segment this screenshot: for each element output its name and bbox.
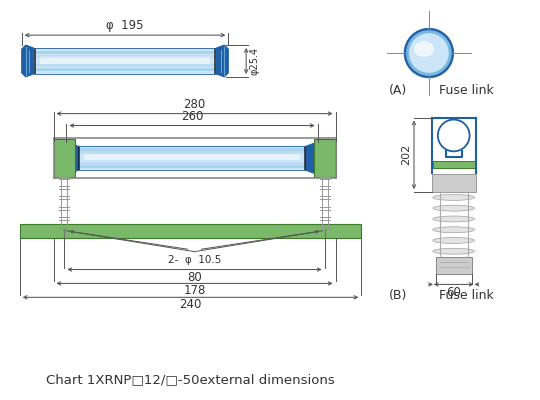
- Text: 240: 240: [179, 298, 202, 311]
- Polygon shape: [78, 146, 80, 170]
- Bar: [20, 224, 361, 238]
- Polygon shape: [217, 45, 228, 77]
- Text: (A): (A): [389, 84, 407, 97]
- Ellipse shape: [433, 216, 475, 222]
- Polygon shape: [33, 48, 217, 74]
- Polygon shape: [78, 146, 306, 170]
- Text: 178: 178: [184, 284, 206, 298]
- Polygon shape: [78, 165, 306, 168]
- Polygon shape: [306, 143, 318, 173]
- Text: 80: 80: [187, 270, 202, 284]
- Text: 260: 260: [181, 110, 203, 122]
- Bar: [53, 140, 76, 177]
- Text: (B): (B): [389, 289, 408, 302]
- Polygon shape: [66, 143, 78, 173]
- Bar: [432, 174, 476, 192]
- Polygon shape: [78, 148, 306, 151]
- Polygon shape: [39, 56, 211, 64]
- Polygon shape: [214, 48, 217, 74]
- Ellipse shape: [433, 205, 475, 211]
- Polygon shape: [22, 45, 33, 77]
- Ellipse shape: [406, 30, 452, 76]
- Polygon shape: [304, 146, 306, 170]
- Ellipse shape: [433, 227, 475, 233]
- Text: Fuse link: Fuse link: [439, 84, 494, 97]
- Text: 60: 60: [446, 286, 461, 299]
- Bar: [436, 257, 471, 274]
- Text: Fuse link: Fuse link: [439, 289, 494, 302]
- Ellipse shape: [433, 194, 475, 200]
- Polygon shape: [33, 51, 217, 54]
- Ellipse shape: [433, 248, 475, 254]
- Bar: [314, 140, 335, 177]
- Ellipse shape: [404, 28, 454, 78]
- Polygon shape: [78, 151, 306, 154]
- Bar: [433, 161, 475, 168]
- Ellipse shape: [409, 33, 449, 73]
- Ellipse shape: [433, 238, 475, 244]
- Text: φ  195: φ 195: [106, 19, 144, 32]
- Polygon shape: [33, 68, 217, 71]
- Polygon shape: [33, 48, 36, 74]
- Ellipse shape: [414, 41, 434, 57]
- Text: 2-  φ  10.5: 2- φ 10.5: [168, 255, 221, 265]
- Text: Chart 1XRNP□12/□-50external dimensions: Chart 1XRNP□12/□-50external dimensions: [46, 374, 335, 387]
- Text: 280: 280: [184, 98, 206, 111]
- Polygon shape: [33, 64, 217, 67]
- Text: 202: 202: [401, 144, 411, 166]
- Polygon shape: [78, 162, 306, 165]
- Polygon shape: [33, 55, 217, 58]
- Ellipse shape: [438, 120, 470, 151]
- Text: φ25.4: φ25.4: [249, 47, 259, 75]
- Polygon shape: [84, 154, 300, 160]
